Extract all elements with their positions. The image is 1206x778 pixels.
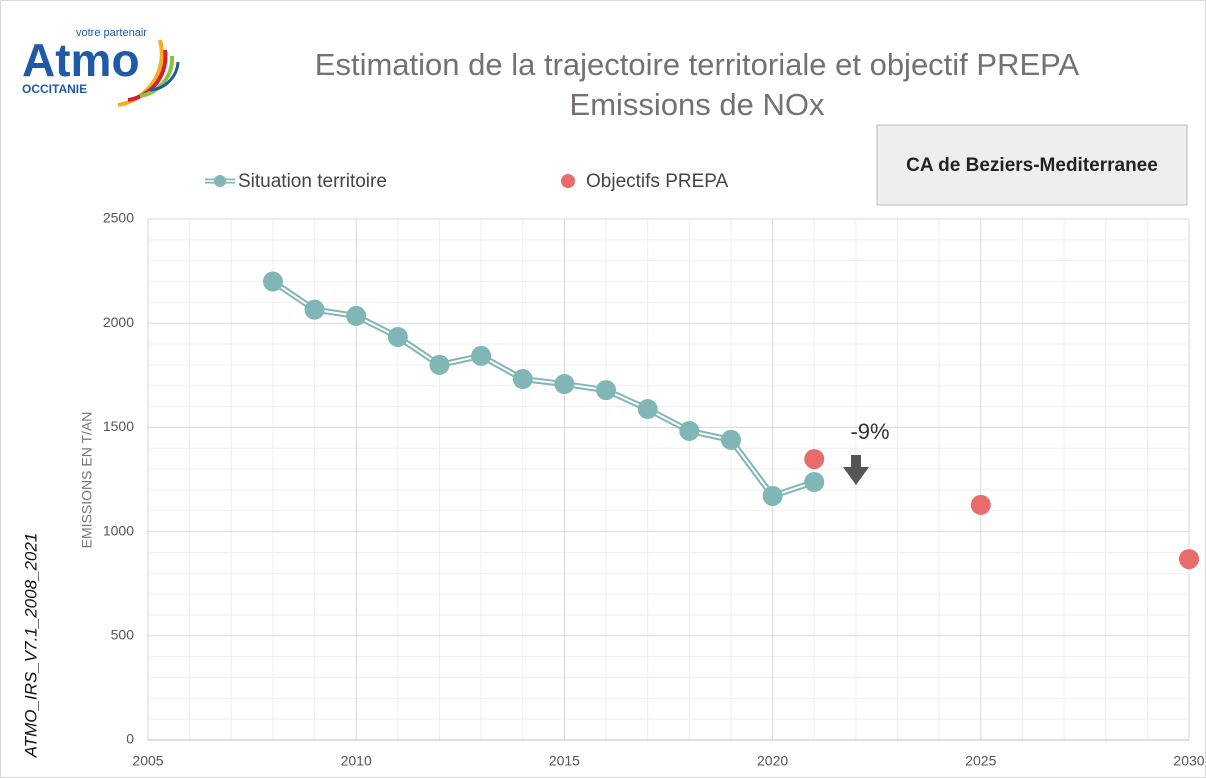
point: [804, 472, 825, 493]
point: [346, 305, 367, 326]
point: [262, 271, 283, 292]
y-tick-label: 500: [111, 627, 135, 643]
annotation: -9%: [850, 419, 889, 444]
chart-title: Estimation de la trajectoire territorial…: [315, 47, 1080, 82]
territory-label: CA de Beziers-Mediterranee: [906, 155, 1158, 176]
point: [762, 485, 783, 506]
x-tick-label: 2025: [965, 753, 996, 769]
logo-name: Atmo: [22, 34, 140, 86]
point: [471, 345, 492, 366]
y-tick-label: 2000: [103, 314, 134, 330]
x-tick-label: 2005: [132, 753, 163, 769]
y-tick-label: 1500: [103, 418, 134, 434]
chart-subtitle: Emissions de NOx: [570, 87, 825, 122]
x-tick-label: 2015: [549, 753, 580, 769]
y-axis-label: EMISSIONS EN T/AN: [79, 412, 95, 549]
point: [429, 354, 450, 375]
legend-marker: [561, 174, 575, 188]
x-tick-label: 2010: [341, 753, 372, 769]
legend-label: Situation territoire: [238, 171, 387, 192]
x-tick-label: 2030: [1173, 753, 1204, 769]
territory-box: [876, 124, 1188, 206]
logo: Atmo votre partenair OCCITANIE: [22, 27, 180, 107]
point: [596, 380, 617, 401]
point: [1179, 549, 1199, 570]
y-tick-label: 2500: [103, 210, 134, 226]
legend-label: Objectifs PREPA: [586, 171, 729, 192]
point: [679, 420, 700, 441]
legend-marker: [214, 175, 226, 187]
side-note: ATMO_IRS_V7.1_2008_2021: [21, 533, 40, 759]
point: [720, 429, 741, 450]
x-tick-label: 2020: [757, 753, 788, 769]
logo-region: OCCITANIE: [22, 82, 87, 96]
y-tick-label: 0: [126, 731, 134, 747]
annotation-arrow: [843, 455, 869, 485]
point: [970, 494, 991, 515]
point: [637, 399, 658, 420]
point: [554, 374, 575, 395]
y-tick-label: 1000: [103, 522, 134, 538]
point: [512, 369, 533, 390]
logo-tagline: votre partenair: [76, 27, 147, 39]
point: [804, 449, 825, 470]
point: [304, 299, 325, 320]
point: [387, 326, 408, 347]
